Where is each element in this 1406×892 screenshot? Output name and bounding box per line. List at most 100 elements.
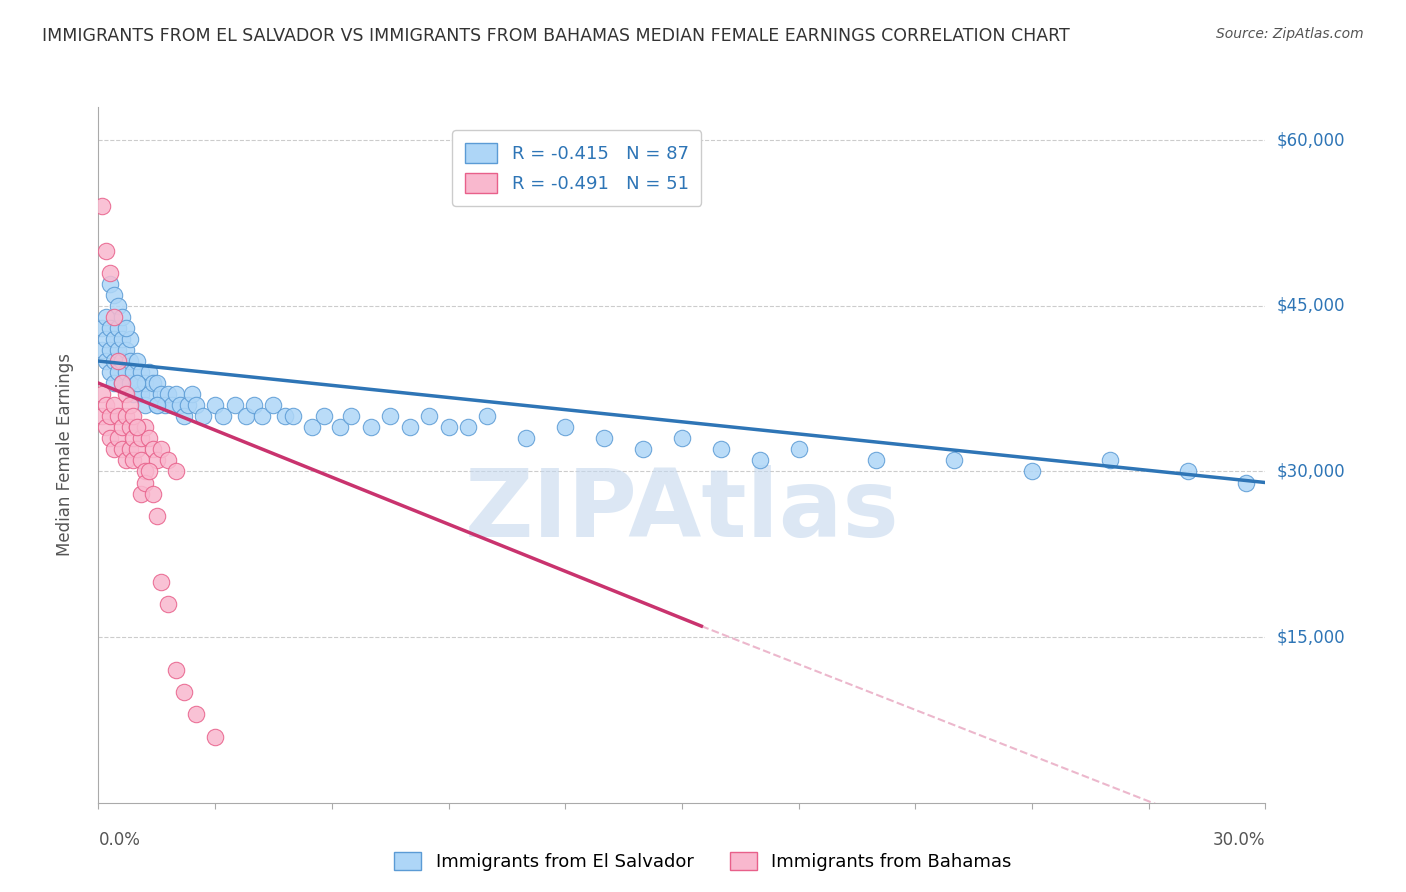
Point (91, 409, 114, 424)
Point (787, 442, 810, 457)
Point (118, 354, 141, 368)
Point (134, 465, 156, 479)
Point (515, 431, 537, 445)
Point (138, 431, 160, 445)
Point (134, 376, 156, 391)
Point (103, 287, 125, 301)
Point (127, 420, 149, 434)
Point (457, 420, 479, 434)
Point (204, 398, 226, 412)
Point (177, 398, 200, 412)
Point (96, 398, 118, 412)
Point (748, 453, 770, 467)
Point (169, 398, 191, 412)
Point (142, 486, 165, 500)
Point (1098, 453, 1121, 467)
Point (153, 398, 176, 412)
Point (329, 420, 352, 434)
Point (127, 376, 149, 391)
Point (129, 486, 152, 500)
Point (107, 354, 129, 368)
Point (103, 376, 125, 391)
Point (138, 365, 160, 379)
Point (157, 387, 180, 401)
Point (103, 332, 125, 346)
Point (146, 453, 169, 467)
Point (398, 420, 420, 434)
Point (157, 597, 180, 611)
Point (184, 707, 207, 722)
Point (91, 199, 114, 213)
Point (173, 685, 195, 699)
Point (91, 343, 114, 357)
Text: $30,000: $30,000 (1277, 462, 1346, 481)
Point (107, 321, 129, 335)
Point (138, 387, 160, 401)
Point (274, 409, 297, 424)
Point (103, 310, 125, 324)
Point (122, 365, 145, 379)
Point (111, 442, 134, 457)
Text: $15,000: $15,000 (1277, 628, 1346, 646)
Point (146, 398, 169, 412)
Point (149, 442, 172, 457)
Point (111, 332, 134, 346)
Point (1021, 465, 1043, 479)
Point (118, 398, 141, 412)
Point (262, 398, 284, 412)
Point (127, 442, 149, 457)
Point (98, 266, 121, 280)
Point (118, 376, 141, 391)
Point (418, 409, 440, 424)
Point (98, 431, 121, 445)
Point (157, 453, 180, 467)
Point (114, 409, 136, 424)
Point (477, 409, 499, 424)
Point (127, 376, 149, 391)
Point (114, 387, 136, 401)
Point (129, 453, 152, 467)
Point (165, 465, 187, 479)
Point (114, 321, 136, 335)
Text: 30.0%: 30.0% (1213, 830, 1265, 848)
Point (111, 354, 134, 368)
Legend: Immigrants from El Salvador, Immigrants from Bahamas: Immigrants from El Salvador, Immigrants … (387, 845, 1019, 879)
Point (943, 453, 966, 467)
Text: $45,000: $45,000 (1277, 297, 1346, 315)
Point (98, 343, 121, 357)
Point (111, 310, 134, 324)
Point (138, 465, 160, 479)
Point (122, 409, 145, 424)
Point (111, 420, 134, 434)
Point (111, 376, 134, 391)
Point (184, 398, 207, 412)
Point (301, 420, 323, 434)
Point (1177, 465, 1199, 479)
Point (134, 475, 156, 490)
Point (865, 453, 887, 467)
Point (360, 420, 382, 434)
Point (98, 277, 121, 291)
Point (312, 409, 335, 424)
Point (111, 376, 134, 391)
Point (235, 409, 257, 424)
Point (98, 409, 121, 424)
Point (107, 343, 129, 357)
Text: Source: ZipAtlas.com: Source: ZipAtlas.com (1216, 27, 1364, 41)
Point (114, 453, 136, 467)
Point (671, 431, 693, 445)
Point (107, 365, 129, 379)
Point (127, 420, 149, 434)
Point (250, 409, 273, 424)
Point (122, 453, 145, 467)
Point (146, 398, 169, 412)
Point (129, 431, 152, 445)
Point (96, 244, 118, 258)
Point (165, 387, 187, 401)
Y-axis label: Median Female Earnings: Median Female Earnings (56, 353, 75, 557)
Point (103, 442, 125, 457)
Text: IMMIGRANTS FROM EL SALVADOR VS IMMIGRANTS FROM BAHAMAS MEDIAN FEMALE EARNINGS CO: IMMIGRANTS FROM EL SALVADOR VS IMMIGRANT… (42, 27, 1070, 45)
Legend: R = -0.415   N = 87, R = -0.491   N = 51: R = -0.415 N = 87, R = -0.491 N = 51 (453, 130, 702, 206)
Point (146, 376, 169, 391)
Point (127, 354, 149, 368)
